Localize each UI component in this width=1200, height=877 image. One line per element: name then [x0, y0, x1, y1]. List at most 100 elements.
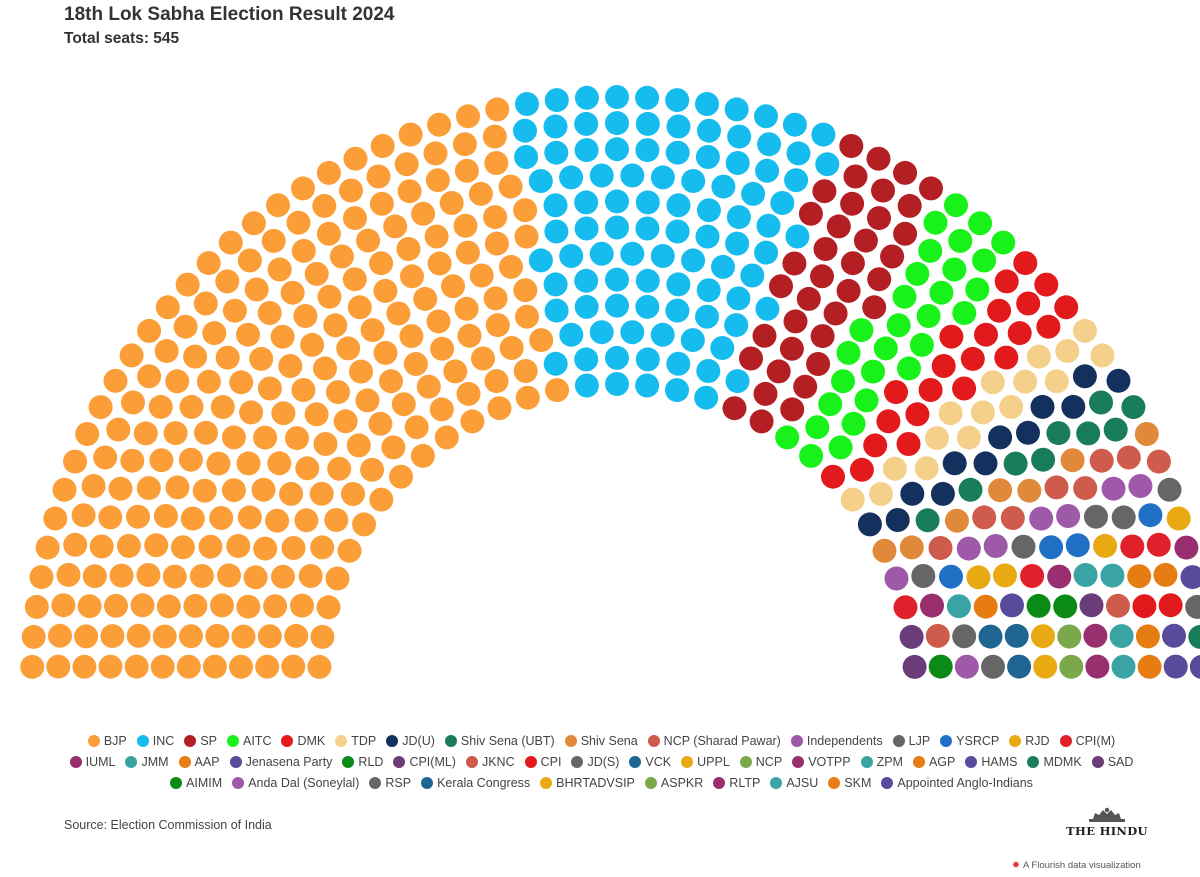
seat-dot[interactable]	[726, 286, 751, 311]
seat-dot[interactable]	[993, 563, 1017, 588]
seat-dot[interactable]	[399, 324, 424, 349]
seat-dot[interactable]	[1072, 318, 1097, 343]
seat-dot[interactable]	[988, 425, 1013, 450]
seat-dot[interactable]	[324, 508, 349, 532]
seat-dot[interactable]	[968, 211, 993, 236]
seat-dot[interactable]	[839, 134, 864, 158]
seat-dot[interactable]	[126, 623, 151, 648]
seat-dot[interactable]	[1120, 534, 1145, 559]
seat-dot[interactable]	[826, 214, 851, 239]
seat-dot[interactable]	[280, 280, 305, 305]
seat-dot[interactable]	[471, 346, 495, 371]
seat-dot[interactable]	[88, 395, 113, 420]
seat-dot[interactable]	[373, 340, 398, 365]
seat-dot[interactable]	[1065, 533, 1090, 558]
seat-dot[interactable]	[398, 122, 423, 147]
seat-dot[interactable]	[404, 415, 429, 440]
seat-dot[interactable]	[841, 411, 866, 436]
seat-dot[interactable]	[966, 565, 991, 590]
seat-dot[interactable]	[313, 356, 337, 381]
seat-dot[interactable]	[944, 508, 969, 533]
seat-dot[interactable]	[312, 193, 337, 218]
seat-dot[interactable]	[1034, 272, 1059, 297]
seat-dot[interactable]	[163, 421, 188, 446]
seat-dot[interactable]	[284, 623, 309, 648]
seat-dot[interactable]	[51, 593, 76, 618]
seat-dot[interactable]	[1011, 534, 1036, 559]
seat-dot[interactable]	[544, 219, 569, 244]
seat-dot[interactable]	[893, 595, 918, 620]
seat-dot[interactable]	[1106, 368, 1131, 393]
seat-dot[interactable]	[109, 563, 134, 588]
seat-dot[interactable]	[972, 505, 997, 530]
seat-dot[interactable]	[983, 534, 1008, 558]
seat-dot[interactable]	[1013, 369, 1038, 394]
seat-dot[interactable]	[1046, 421, 1071, 446]
seat-dot[interactable]	[103, 368, 128, 393]
seat-dot[interactable]	[210, 395, 235, 419]
seat-dot[interactable]	[456, 381, 481, 406]
seat-dot[interactable]	[784, 168, 809, 193]
seat-dot[interactable]	[831, 369, 855, 394]
seat-dot[interactable]	[116, 533, 141, 558]
seat-dot[interactable]	[796, 286, 821, 311]
seat-dot[interactable]	[635, 347, 660, 372]
seat-dot[interactable]	[192, 478, 217, 503]
seat-dot[interactable]	[189, 564, 214, 588]
seat-dot[interactable]	[528, 169, 553, 193]
seat-dot[interactable]	[931, 354, 956, 378]
seat-dot[interactable]	[749, 409, 774, 434]
seat-dot[interactable]	[939, 324, 964, 349]
seat-dot[interactable]	[999, 395, 1024, 419]
seat-dot[interactable]	[938, 401, 963, 426]
seat-dot[interactable]	[349, 359, 373, 384]
seat-dot[interactable]	[695, 145, 720, 169]
seat-dot[interactable]	[766, 359, 791, 384]
seat-dot[interactable]	[823, 301, 848, 326]
seat-dot[interactable]	[513, 278, 538, 303]
seat-dot[interactable]	[290, 593, 314, 618]
seat-dot[interactable]	[1020, 564, 1045, 588]
seat-dot[interactable]	[928, 654, 953, 679]
seat-dot[interactable]	[724, 313, 749, 338]
seat-dot[interactable]	[72, 654, 97, 679]
seat-dot[interactable]	[994, 345, 1019, 370]
seat-dot[interactable]	[236, 594, 261, 619]
seat-dot[interactable]	[665, 140, 690, 165]
seat-dot[interactable]	[843, 164, 868, 189]
seat-dot[interactable]	[810, 264, 834, 289]
seat-dot[interactable]	[635, 85, 660, 110]
seat-dot[interactable]	[1004, 623, 1029, 648]
seat-dot[interactable]	[605, 85, 629, 109]
seat-dot[interactable]	[589, 163, 614, 188]
seat-dot[interactable]	[454, 158, 479, 183]
seat-dot[interactable]	[130, 593, 155, 618]
seat-dot[interactable]	[215, 345, 240, 370]
seat-dot[interactable]	[974, 322, 998, 347]
seat-dot[interactable]	[1017, 478, 1042, 503]
seat-dot[interactable]	[176, 654, 201, 679]
seat-dot[interactable]	[178, 447, 203, 472]
seat-dot[interactable]	[543, 193, 568, 218]
seat-dot[interactable]	[48, 623, 72, 648]
seat-dot[interactable]	[120, 448, 145, 473]
seat-dot[interactable]	[740, 263, 765, 288]
seat-dot[interactable]	[973, 594, 998, 619]
seat-dot[interactable]	[1089, 390, 1113, 415]
seat-dot[interactable]	[770, 191, 795, 215]
seat-dot[interactable]	[1135, 624, 1160, 649]
seat-dot[interactable]	[343, 206, 367, 231]
seat-dot[interactable]	[635, 268, 660, 293]
seat-dot[interactable]	[1007, 321, 1032, 346]
seat-dot[interactable]	[339, 178, 363, 203]
seat-dot[interactable]	[620, 163, 645, 188]
seat-dot[interactable]	[294, 508, 319, 533]
seat-dot[interactable]	[229, 370, 254, 395]
seat-dot[interactable]	[453, 213, 478, 238]
seat-dot[interactable]	[194, 420, 218, 445]
seat-dot[interactable]	[956, 425, 981, 450]
seat-dot[interactable]	[356, 228, 381, 253]
seat-dot[interactable]	[942, 451, 967, 476]
seat-dot[interactable]	[369, 191, 394, 216]
seat-dot[interactable]	[665, 88, 690, 113]
